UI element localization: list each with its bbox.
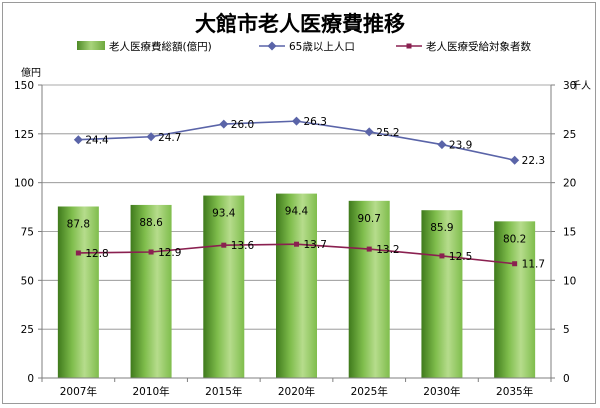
y-right-tick-label: 25: [563, 129, 576, 141]
y-left-tick-label: 0: [27, 373, 34, 385]
line-point: [221, 242, 227, 248]
y-right-unit: 千人: [571, 80, 591, 92]
line-point: [437, 140, 447, 150]
y-left-tick-label: 125: [14, 129, 34, 141]
line-point: [219, 119, 229, 129]
line-data-label: 24.4: [85, 135, 109, 147]
y-right-tick-label: 10: [563, 275, 576, 287]
line-point: [510, 155, 520, 165]
line-point: [439, 253, 445, 259]
y-right-tick-label: 15: [563, 227, 576, 239]
line-data-label: 24.7: [158, 132, 181, 144]
axes: [38, 84, 555, 382]
y-left-tick-label: 75: [21, 227, 34, 239]
bar: [421, 210, 463, 378]
line-data-label: 12.9: [158, 247, 181, 259]
y-right-tick-label: 20: [563, 178, 576, 190]
bar-data-label: 94.4: [285, 206, 309, 218]
x-tick-label: 2015年: [205, 385, 242, 398]
bar-data-label: 80.2: [503, 233, 526, 245]
line-point: [366, 246, 372, 252]
x-tick-label: 2010年: [132, 385, 169, 398]
bar: [57, 206, 99, 378]
legend-marker-recipients: [406, 43, 412, 49]
x-tick-label: 2025年: [351, 385, 388, 398]
line-point: [73, 135, 83, 145]
bar-data-label: 88.6: [139, 217, 163, 229]
y-right-tick-label: 30: [563, 80, 576, 92]
line-data-label: 12.8: [85, 248, 108, 260]
legend-label-recipients: 老人医療受給対象者数: [426, 40, 531, 53]
y-left-tick-label: 25: [21, 324, 34, 336]
line-data-label: 26.0: [231, 119, 254, 131]
legend-label-bar: 老人医療費総額(億円): [109, 40, 212, 53]
line-data-label: 13.7: [304, 239, 327, 251]
y-left-tick-label: 50: [21, 275, 34, 287]
line-data-label: 23.9: [449, 140, 472, 152]
y-left-tick-label: 100: [14, 178, 34, 190]
y-right-tick-label: 5: [563, 324, 570, 336]
line-data-label: 22.3: [522, 155, 545, 167]
bar: [494, 221, 536, 378]
data-labels: 87.8 88.6 93.4 94.4 90.7 85.9 80.2 24.4 24.7 26.0…: [67, 116, 545, 271]
tick-labels: 0 25 50 75 100 125 150 0 5 10 15 20 25 30 2007年 2010年 20…: [14, 80, 576, 398]
chart-title: 大館市老人医療費推移: [195, 12, 405, 36]
line-point: [292, 116, 301, 126]
line-point: [75, 250, 81, 256]
bar-data-label: 85.9: [430, 222, 453, 234]
y-left-tick-label: 150: [14, 80, 34, 92]
bars: [57, 193, 536, 378]
legend-label-population: 65歳以上人口: [289, 41, 355, 53]
line-data-label: 12.5: [449, 251, 472, 263]
line-data-label: 13.6: [231, 240, 255, 252]
legend: 老人医療費総額(億円) 65歳以上人口 老人医療受給対象者数: [77, 40, 531, 53]
x-tick-label: 2020年: [278, 385, 315, 398]
line-point: [294, 241, 299, 247]
bar-data-label: 90.7: [358, 213, 381, 225]
legend-marker-population: [267, 41, 277, 51]
x-tick-label: 2030年: [423, 385, 460, 398]
legend-swatch-bar: [77, 41, 105, 50]
bar: [348, 200, 390, 378]
line-point: [148, 249, 154, 255]
x-tick-label: 2035年: [496, 385, 533, 398]
line-data-label: 26.3: [304, 116, 327, 128]
line-data-label: 13.2: [376, 244, 399, 256]
y-left-unit: 億円: [21, 66, 41, 79]
line-point: [512, 261, 518, 267]
line-point: [146, 132, 156, 142]
line-data-label: 25.2: [376, 127, 399, 139]
line-data-label: 11.7: [522, 259, 545, 271]
line-point: [364, 127, 374, 137]
y-right-tick-label: 0: [563, 373, 570, 385]
bar: [130, 204, 172, 378]
bar-data-label: 87.8: [67, 218, 90, 230]
bar: [276, 193, 317, 378]
bar-data-label: 93.4: [212, 208, 236, 220]
x-tick-label: 2007年: [60, 385, 97, 398]
lines: [73, 116, 520, 267]
bar: [203, 195, 245, 378]
